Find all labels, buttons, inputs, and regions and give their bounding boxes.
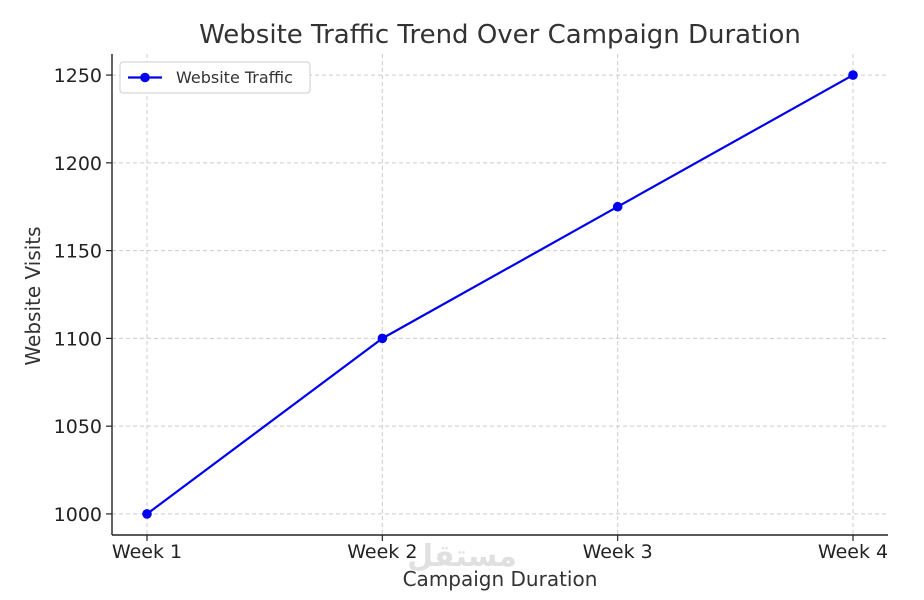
series-line-website-traffic (146, 74, 854, 515)
x-axis-label: Campaign Duration (403, 567, 598, 591)
legend: Website Traffic (119, 61, 311, 94)
legend-marker-sample (140, 72, 150, 83)
chart-title: Website Traffic Trend Over Campaign Dura… (199, 20, 801, 50)
y-tick-label: 1050 (54, 416, 102, 438)
x-tick-label: Week 4 (818, 541, 888, 563)
x-tick-label: Week 2 (347, 541, 417, 563)
watermark-text: مستقل (407, 539, 517, 574)
grid-lines (112, 54, 888, 535)
x-tick-label: Week 3 (583, 541, 653, 563)
y-tick-label: 1100 (54, 328, 102, 350)
data-point (612, 201, 623, 212)
series-layer (142, 70, 858, 519)
y-tick-label: 1000 (54, 504, 102, 526)
y-tick-label: 1150 (54, 241, 102, 263)
x-tick-label: Week 1 (112, 541, 182, 563)
y-tick-label: 1200 (54, 153, 102, 175)
y-axis-label: Website Visits (21, 226, 45, 365)
axis-ticks: 1000 1050 1100 1150 1200 1250 Week 1 Week 2 Week… (54, 65, 888, 563)
legend-box (119, 61, 311, 94)
axes-spines (111, 54, 888, 536)
data-point (848, 70, 858, 80)
data-point (142, 509, 152, 519)
y-tick-label: 1250 (54, 65, 102, 87)
data-point (377, 333, 388, 344)
legend-entry-website-traffic: Website Traffic (176, 68, 293, 87)
